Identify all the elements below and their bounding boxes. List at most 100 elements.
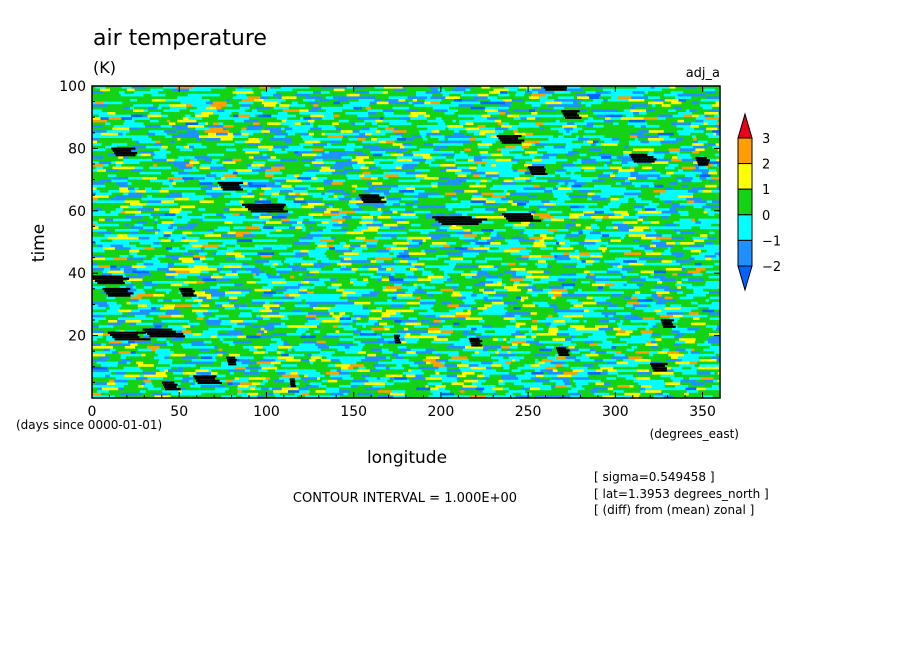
field-cell — [557, 255, 570, 258]
field-cell — [369, 135, 386, 139]
field-cell — [514, 177, 530, 180]
field-cell — [214, 229, 230, 232]
field-cell — [675, 275, 690, 279]
field-cell — [126, 260, 135, 264]
field-cell — [412, 239, 423, 243]
field-cell — [682, 169, 693, 173]
field-cell — [417, 260, 432, 264]
field-cell — [571, 106, 587, 110]
field-cell — [531, 179, 544, 183]
field-cell — [694, 229, 699, 232]
field-cell — [525, 132, 534, 136]
field-cell — [299, 109, 309, 113]
field-cell — [225, 244, 236, 248]
field-cell — [598, 140, 605, 144]
field-cell — [708, 275, 720, 279]
field-cell — [695, 286, 705, 290]
field-cell — [252, 88, 268, 92]
field-cell — [303, 161, 312, 165]
field-cell — [478, 252, 492, 256]
field-cell — [330, 99, 338, 102]
field-cell — [466, 179, 481, 183]
field-cell — [512, 200, 530, 204]
field-cell — [174, 262, 181, 266]
field-cell — [524, 286, 537, 290]
field-cell — [687, 96, 692, 100]
field-cell — [153, 275, 166, 279]
field-cell — [555, 119, 560, 123]
field-cell — [651, 161, 669, 165]
field-cell — [336, 236, 348, 240]
field-cell — [96, 223, 102, 227]
field-cell — [489, 234, 497, 238]
field-cell — [284, 283, 298, 287]
field-cell — [346, 86, 355, 89]
field-cell — [277, 270, 290, 274]
field-cell — [570, 91, 586, 95]
field-cell — [289, 96, 297, 100]
field-cell — [265, 174, 274, 178]
field-cell — [337, 174, 347, 178]
field-cell — [640, 275, 649, 279]
field-cell — [187, 130, 198, 134]
field-cell — [673, 132, 679, 136]
field-cell — [302, 127, 310, 131]
field-cell — [271, 247, 282, 251]
field-cell — [627, 122, 640, 126]
field-cell — [435, 117, 442, 121]
field-cell — [700, 174, 711, 178]
field-cell — [531, 190, 545, 193]
field-cell — [133, 255, 147, 258]
field-cell — [470, 270, 478, 274]
field-cell — [597, 127, 611, 131]
field-cell — [217, 249, 234, 253]
field-cell — [574, 236, 586, 240]
field-cell — [286, 229, 303, 232]
field-cell — [177, 138, 181, 141]
field-cell — [366, 213, 371, 217]
field-cell — [713, 242, 720, 245]
field-cell — [408, 288, 415, 292]
field-cell — [428, 231, 445, 235]
field-cell — [241, 99, 255, 102]
field-cell — [578, 249, 587, 253]
field-cell — [578, 190, 591, 193]
field-cell — [164, 130, 177, 134]
field-cell — [676, 249, 691, 253]
field-cell — [295, 117, 301, 121]
field-cell — [630, 166, 635, 170]
field-cell — [349, 145, 363, 149]
field-cell — [684, 208, 689, 212]
field-cell — [487, 156, 503, 160]
field-cell — [331, 236, 336, 240]
field-cell — [384, 174, 399, 178]
field-cell — [131, 218, 141, 222]
field-cell — [383, 192, 391, 196]
field-cell — [506, 184, 517, 188]
field-cell — [470, 229, 482, 232]
field-cell — [370, 148, 387, 152]
field-cell — [352, 249, 356, 253]
field-cell — [348, 229, 354, 232]
field-cell — [685, 174, 696, 178]
field-cell — [327, 286, 340, 290]
field-cell — [503, 130, 514, 134]
field-cell — [124, 91, 134, 95]
field-cell — [294, 234, 307, 238]
field-cell — [681, 106, 686, 110]
field-cell — [315, 257, 329, 261]
field-cell — [574, 171, 587, 175]
field-cell — [694, 182, 708, 186]
field-cell — [635, 278, 646, 282]
field-cell — [613, 119, 629, 123]
field-cell — [590, 223, 597, 227]
field-cell — [701, 262, 715, 266]
field-cell — [705, 268, 710, 271]
field-cell — [532, 197, 542, 201]
field-cell — [160, 260, 174, 264]
field-cell — [593, 99, 604, 102]
field-cell — [425, 265, 441, 269]
field-cell — [142, 268, 158, 271]
field-cell — [675, 96, 681, 100]
field-cell — [311, 117, 322, 121]
